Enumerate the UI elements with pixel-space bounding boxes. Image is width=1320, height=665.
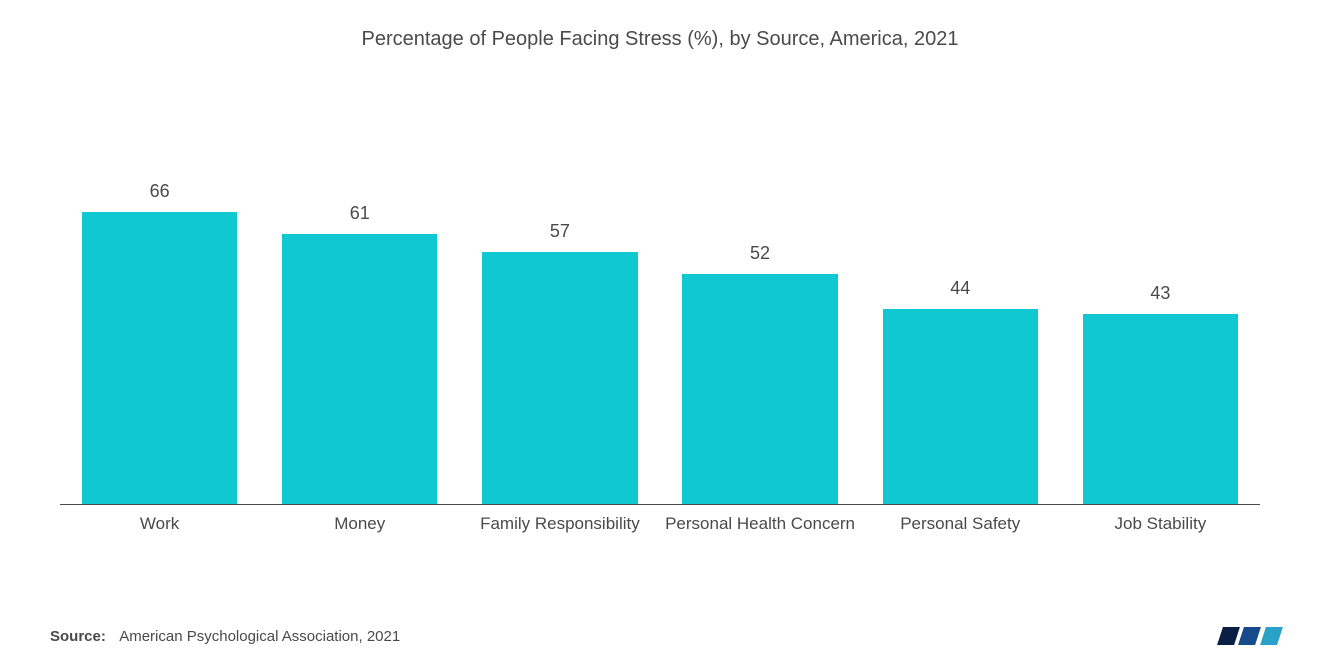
- logo-block-2: [1238, 627, 1261, 645]
- bar: [1083, 314, 1238, 504]
- bar-category-label: Family Responsibility: [460, 513, 659, 565]
- bar-category-label: Work: [60, 513, 259, 565]
- bar-value-label: 44: [950, 278, 970, 299]
- chart-footer: Source: American Psychological Associati…: [40, 565, 1280, 645]
- bar: [682, 274, 837, 504]
- bar: [82, 212, 237, 504]
- bar-value-label: 57: [550, 221, 570, 242]
- logo-block-1: [1217, 627, 1240, 645]
- bar-group: 61: [260, 203, 459, 504]
- x-axis-labels: WorkMoneyFamily ResponsibilityPersonal H…: [40, 505, 1280, 565]
- bar: [282, 234, 437, 504]
- bar-group: 44: [861, 278, 1060, 504]
- source-text: American Psychological Association, 2021: [119, 628, 400, 645]
- bar: [883, 309, 1038, 504]
- bar: [482, 252, 637, 504]
- bar-category-label: Personal Safety: [861, 513, 1060, 565]
- bar-group: 43: [1061, 283, 1260, 504]
- logo-block-3: [1260, 627, 1283, 645]
- bar-category-label: Personal Health Concern: [660, 513, 859, 565]
- bar-value-label: 43: [1150, 283, 1170, 304]
- bar-category-label: Job Stability: [1061, 513, 1260, 565]
- bar-group: 66: [60, 181, 259, 504]
- bar-value-label: 61: [350, 203, 370, 224]
- chart-container: Percentage of People Facing Stress (%), …: [0, 0, 1320, 665]
- source-label: Source:: [50, 628, 106, 645]
- plot-area: 66 61 57 52 44 43: [40, 111, 1280, 504]
- bar-category-label: Money: [260, 513, 459, 565]
- brand-logo: [1220, 605, 1280, 645]
- bar-value-label: 66: [150, 181, 170, 202]
- source-line: Source: American Psychological Associati…: [50, 628, 400, 645]
- bar-group: 52: [660, 243, 859, 504]
- bar-group: 57: [460, 221, 659, 504]
- bar-value-label: 52: [750, 243, 770, 264]
- chart-title: Percentage of People Facing Stress (%), …: [40, 28, 1280, 51]
